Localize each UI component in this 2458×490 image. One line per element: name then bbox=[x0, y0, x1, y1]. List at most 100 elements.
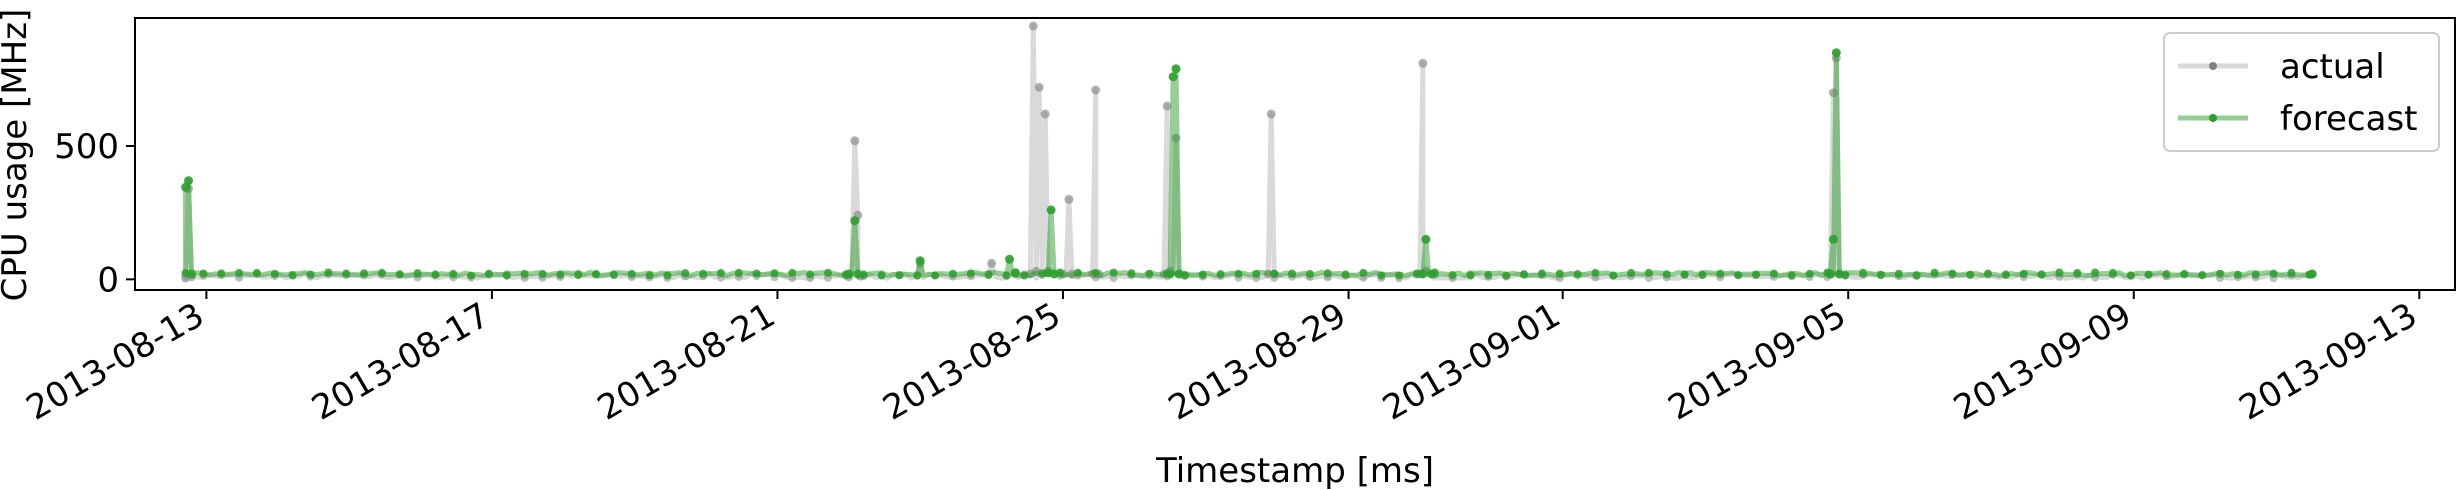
baseline-point-forecast bbox=[1841, 271, 1850, 280]
baseline-point-forecast bbox=[806, 270, 815, 279]
baseline-point-forecast bbox=[2233, 270, 2242, 279]
baseline-point-forecast bbox=[2001, 270, 2010, 279]
baseline-point-forecast bbox=[1502, 271, 1511, 280]
data-point-forecast bbox=[1421, 234, 1431, 244]
legend-label-forecast: forecast bbox=[2280, 99, 2418, 139]
baseline-point-forecast bbox=[1270, 269, 1279, 278]
baseline-point-forecast bbox=[2108, 268, 2117, 277]
baseline-point-forecast bbox=[752, 269, 761, 278]
baseline-point-forecast bbox=[1145, 269, 1154, 278]
baseline-point-forecast bbox=[627, 269, 636, 278]
baseline-point-forecast bbox=[1091, 269, 1100, 277]
data-point-actual bbox=[1162, 101, 1172, 111]
baseline-point-forecast bbox=[1769, 269, 1778, 278]
baseline-point-forecast bbox=[502, 271, 511, 280]
baseline-point-forecast bbox=[841, 270, 850, 279]
baseline-point-forecast bbox=[1466, 271, 1475, 280]
baseline-point-forecast bbox=[770, 269, 779, 278]
baseline-point-forecast bbox=[1163, 269, 1172, 278]
baseline-point-forecast bbox=[235, 269, 244, 277]
data-point-forecast bbox=[1828, 234, 1838, 244]
baseline-point-forecast bbox=[306, 270, 315, 279]
baseline-point-forecast bbox=[1876, 270, 1885, 279]
legend: actual forecast bbox=[2163, 32, 2440, 152]
baseline-point-forecast bbox=[2216, 269, 2224, 278]
baseline-point-forecast bbox=[2091, 268, 2100, 277]
baseline-point-forecast bbox=[1430, 268, 1439, 277]
baseline-point-forecast bbox=[1395, 271, 1404, 280]
baseline-point-forecast bbox=[217, 269, 226, 278]
data-point-forecast bbox=[1168, 72, 1178, 82]
baseline-point-forecast bbox=[1288, 269, 1296, 278]
legend-box bbox=[2163, 32, 2440, 152]
baseline-point-forecast bbox=[1377, 271, 1386, 280]
plot-area bbox=[181, 21, 2317, 283]
baseline-point-forecast bbox=[1734, 271, 1743, 280]
baseline-point-forecast bbox=[2287, 268, 2296, 277]
baseline-point-forecast bbox=[2162, 270, 2171, 278]
baseline-point-forecast bbox=[788, 268, 797, 277]
baseline-point-forecast bbox=[699, 269, 708, 278]
baseline-point-forecast bbox=[2073, 269, 2082, 277]
baseline-point-forecast bbox=[449, 269, 458, 278]
baseline-point-forecast bbox=[609, 271, 618, 279]
x-axis-title: Timestamp [ms] bbox=[1155, 451, 1434, 490]
plot-frame bbox=[134, 17, 2456, 291]
baseline-point-forecast bbox=[1038, 269, 1047, 278]
y-tick-label: 0 bbox=[97, 260, 119, 300]
data-point-actual bbox=[1418, 58, 1428, 68]
baseline-point-forecast bbox=[288, 271, 297, 280]
baseline-point-forecast bbox=[1127, 269, 1136, 278]
data-point-forecast bbox=[184, 176, 193, 186]
baseline-point-forecast bbox=[431, 270, 440, 279]
y-tick-label: 500 bbox=[54, 127, 119, 167]
baseline-point-forecast bbox=[2055, 268, 2064, 277]
baseline-point-forecast bbox=[824, 268, 832, 277]
baseline-point-forecast bbox=[1662, 270, 1671, 279]
baseline-point-forecast bbox=[1520, 270, 1528, 279]
data-point-forecast bbox=[850, 216, 860, 226]
baseline-point-forecast bbox=[1555, 269, 1564, 278]
baseline-point-forecast bbox=[895, 271, 904, 280]
baseline-point-forecast bbox=[1216, 270, 1225, 279]
baseline-point-forecast bbox=[342, 269, 351, 278]
data-point-actual bbox=[1064, 194, 1074, 204]
baseline-point-forecast bbox=[1609, 271, 1618, 280]
data-point-actual bbox=[1266, 109, 1276, 119]
baseline-point-forecast bbox=[716, 269, 725, 277]
baseline-point-forecast bbox=[413, 269, 422, 278]
baseline-point-forecast bbox=[931, 271, 940, 280]
legend-marker-actual bbox=[2209, 62, 2217, 70]
baseline-point-forecast bbox=[1894, 269, 1903, 278]
data-point-forecast bbox=[1171, 64, 1181, 74]
baseline-point-forecast bbox=[1948, 269, 1957, 278]
baseline-point-forecast bbox=[2037, 270, 2046, 279]
legend-label-actual: actual bbox=[2280, 47, 2385, 87]
baseline-point-forecast bbox=[2251, 270, 2260, 279]
baseline-point-forecast bbox=[877, 271, 886, 280]
baseline-point-forecast bbox=[467, 271, 476, 280]
baseline-point-forecast bbox=[1020, 271, 1029, 280]
baseline-point-forecast bbox=[1323, 269, 1332, 278]
baseline-point-forecast bbox=[1305, 270, 1314, 278]
baseline-point-forecast bbox=[484, 269, 493, 278]
baseline-point-forecast bbox=[1680, 270, 1689, 279]
baseline-point-forecast bbox=[556, 270, 565, 279]
baseline-point-forecast bbox=[1180, 271, 1189, 280]
baseline-point-forecast bbox=[1912, 271, 1921, 280]
baseline-point-forecast bbox=[1537, 269, 1546, 278]
baseline-point-forecast bbox=[1412, 269, 1421, 278]
baseline-point-forecast bbox=[324, 268, 333, 277]
baseline-point-forecast bbox=[395, 270, 404, 279]
data-point-forecast bbox=[1046, 205, 1056, 215]
baseline-point-forecast bbox=[520, 270, 529, 278]
data-point-actual bbox=[1091, 85, 1101, 95]
baseline-point-forecast bbox=[1341, 270, 1350, 279]
baseline-point-forecast bbox=[574, 271, 583, 280]
baseline-point-forecast bbox=[1252, 270, 1261, 278]
baseline-point-forecast bbox=[1644, 268, 1653, 277]
baseline-point-forecast bbox=[1966, 270, 1975, 279]
data-point-forecast bbox=[853, 269, 863, 279]
